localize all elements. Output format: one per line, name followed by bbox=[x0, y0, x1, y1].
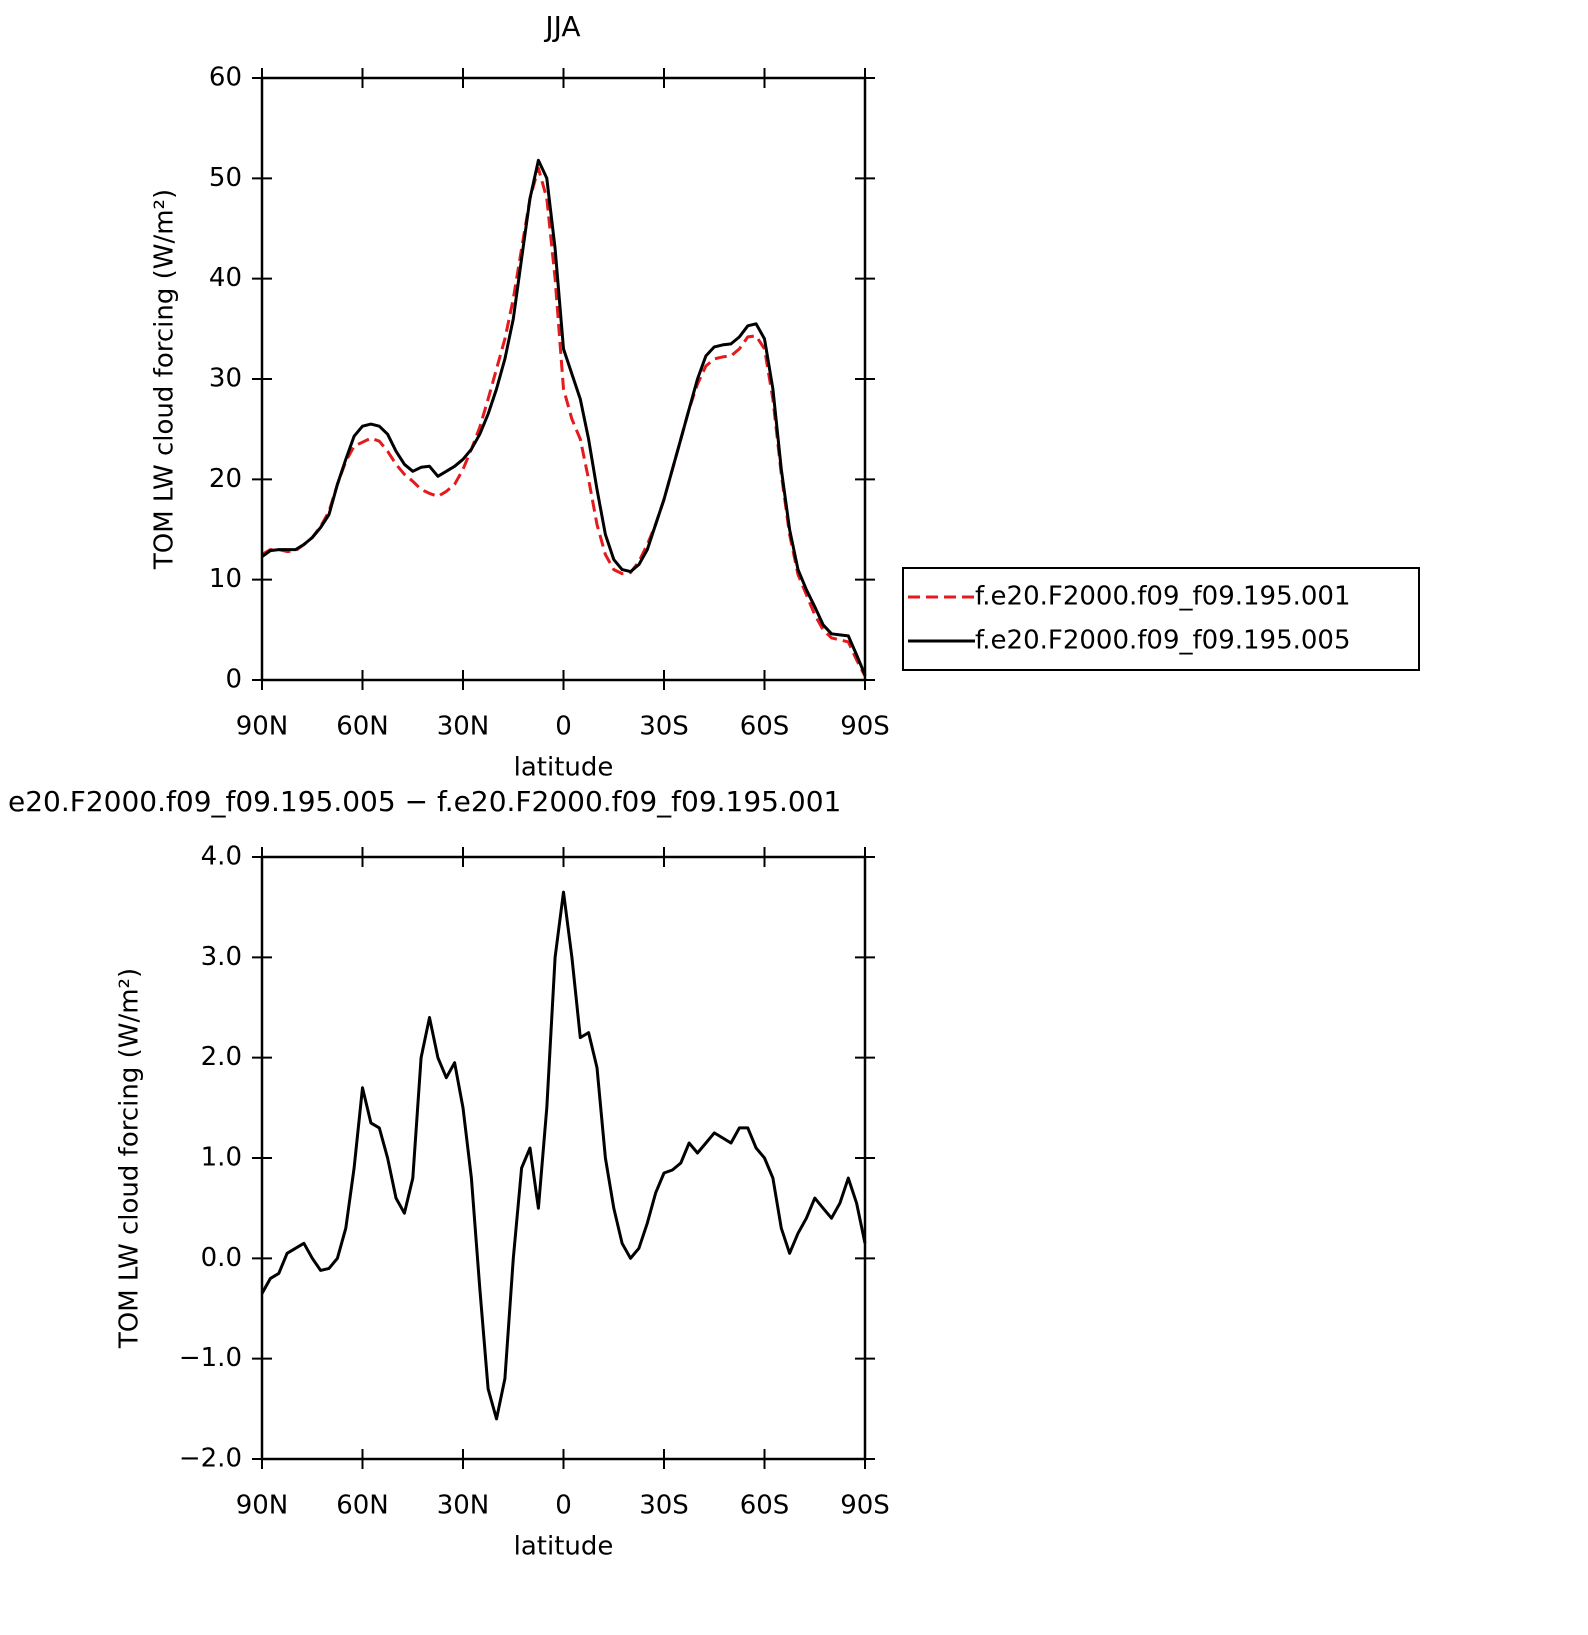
legend-box bbox=[902, 567, 1420, 671]
y-tick-label: −1.0 bbox=[179, 1343, 242, 1373]
x-tick-label: 60N bbox=[336, 1491, 389, 1521]
x-tick-label: 90N bbox=[236, 712, 289, 742]
x-tick-label: 90S bbox=[840, 712, 890, 742]
data-line bbox=[261, 158, 867, 676]
y-tick-label: 1.0 bbox=[201, 1143, 242, 1173]
y-tick-label: −2.0 bbox=[179, 1444, 242, 1474]
chart-title: e20.F2000.f09_f09.195.005 − f.e20.F2000.… bbox=[8, 785, 841, 818]
plot-frame bbox=[260, 855, 867, 1461]
x-tick-label: 30N bbox=[437, 712, 490, 742]
x-tick-label: 30N bbox=[437, 1491, 490, 1521]
y-tick-label: 10 bbox=[209, 564, 242, 594]
data-line bbox=[261, 166, 867, 677]
y-tick-label: 2.0 bbox=[201, 1042, 242, 1072]
y-tick-label: 40 bbox=[209, 263, 242, 293]
y-tick-label: 4.0 bbox=[201, 842, 242, 872]
x-tick-label: 90S bbox=[840, 1491, 890, 1521]
y-tick-label: 30 bbox=[209, 364, 242, 394]
y-axis-label: TOM LW cloud forcing (W/m²) bbox=[115, 968, 145, 1349]
x-tick-label: 60S bbox=[740, 712, 790, 742]
x-tick-label: 60N bbox=[336, 712, 389, 742]
x-tick-label: 0 bbox=[555, 712, 572, 742]
x-tick-label: 60S bbox=[740, 1491, 790, 1521]
x-tick-label: 30S bbox=[639, 712, 689, 742]
y-tick-label: 20 bbox=[209, 464, 242, 494]
x-axis-label: latitude bbox=[514, 1532, 614, 1562]
x-tick-label: 30S bbox=[639, 1491, 689, 1521]
y-tick-label: 50 bbox=[209, 163, 242, 193]
x-axis-label: latitude bbox=[514, 753, 614, 783]
y-tick-label: 0 bbox=[225, 665, 242, 695]
chart-title: JJA bbox=[543, 10, 580, 43]
data-line bbox=[260, 890, 867, 1421]
x-tick-label: 0 bbox=[555, 1491, 572, 1521]
legend-label: f.e20.F2000.f09_f09.195.005 bbox=[975, 626, 1351, 656]
plot-frame bbox=[260, 76, 867, 682]
y-tick-label: 60 bbox=[209, 63, 242, 93]
x-tick-label: 90N bbox=[236, 1491, 289, 1521]
y-tick-label: 0.0 bbox=[201, 1243, 242, 1273]
legend-label: f.e20.F2000.f09_f09.195.001 bbox=[975, 582, 1351, 612]
y-tick-label: 3.0 bbox=[201, 942, 242, 972]
y-axis-label: TOM LW cloud forcing (W/m²) bbox=[150, 189, 180, 570]
